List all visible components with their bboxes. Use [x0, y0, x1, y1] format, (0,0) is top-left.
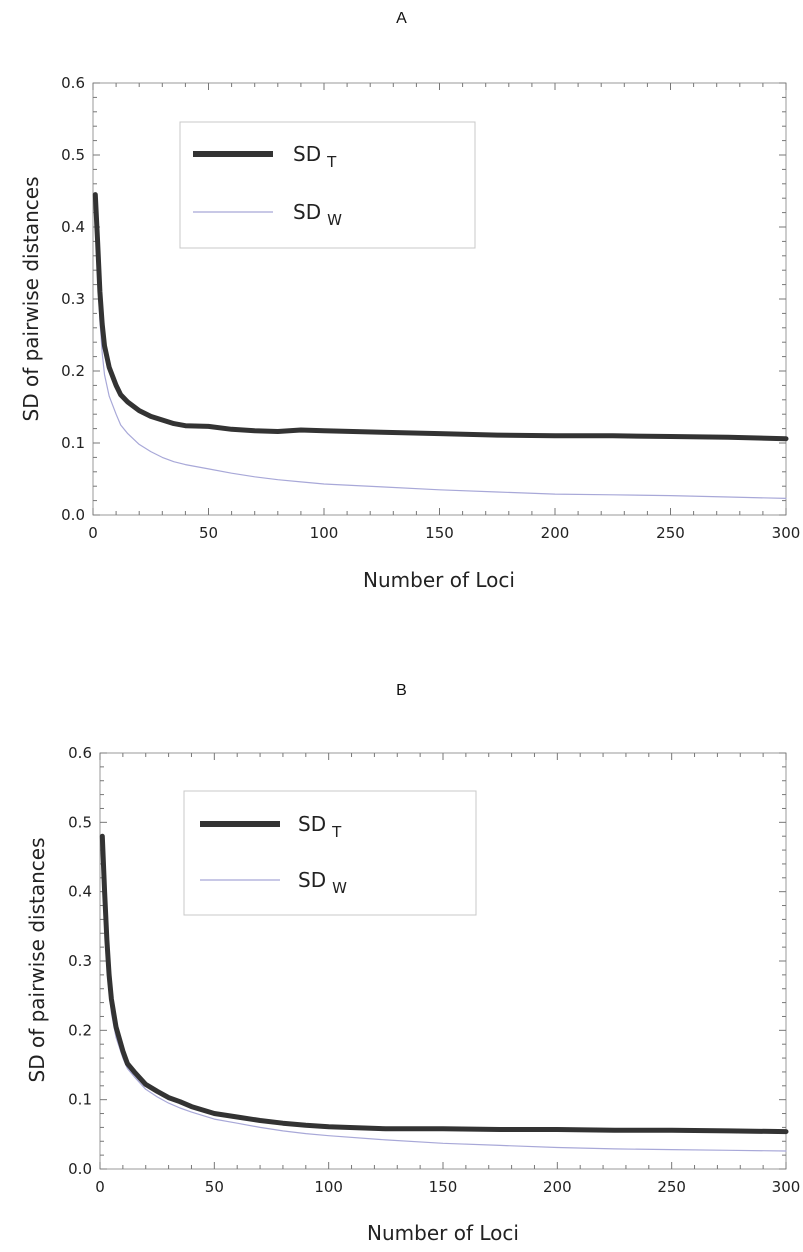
legend-label-sdw: SD W: [293, 200, 342, 229]
legend-label-sdt: SD T: [293, 142, 337, 171]
legend-box: [179, 121, 476, 249]
x-tick-label: 0: [95, 1178, 105, 1196]
series-line-sdt: [92, 192, 789, 442]
x-tick-label: 150: [425, 524, 454, 542]
chart-b: 0 50 100 150 200 250 300 0.0 0.1 0.2 0.3 0.4 0.5 0.6…: [25, 744, 800, 1245]
x-tick-label: 200: [543, 1178, 572, 1196]
y-tick-label: 0.6: [61, 74, 85, 92]
x-axis-title: Number of Loci: [367, 1221, 519, 1245]
tick-marks: [99, 752, 787, 1170]
y-tick-labels: 0.0 0.1 0.2 0.3 0.4 0.5 0.6: [68, 744, 92, 1178]
x-tick-label: 50: [199, 524, 218, 542]
x-tick-label: 300: [772, 1178, 801, 1196]
panel-label-a: A: [396, 10, 407, 27]
y-tick-label: 0.0: [61, 506, 85, 524]
y-tick-label: 0.3: [61, 290, 85, 308]
x-tick-label: 100: [310, 524, 339, 542]
series-lines: [99, 833, 789, 1152]
series-line-sdt: [99, 833, 789, 1135]
legend-label-sdt: SD T: [298, 812, 342, 841]
legend-box: [183, 790, 477, 916]
legend: SD T SD W: [183, 790, 477, 916]
y-tick-label: 0.4: [61, 218, 85, 236]
y-tick-label: 0.4: [68, 883, 92, 901]
y-tick-label: 0.1: [68, 1091, 92, 1109]
y-axis-title: SD of pairwise distances: [25, 838, 49, 1083]
series-line-sdw: [94, 212, 787, 499]
legend-label-sdw: SD W: [298, 868, 347, 897]
y-tick-label: 0.2: [61, 362, 85, 380]
x-tick-label: 250: [656, 524, 685, 542]
x-tick-label: 100: [314, 1178, 343, 1196]
x-tick-label: 50: [205, 1178, 224, 1196]
series-lines: [92, 192, 789, 499]
legend: SD T SD W: [179, 121, 476, 249]
x-tick-label: 0: [88, 524, 98, 542]
y-tick-label: 0.2: [68, 1021, 92, 1039]
y-tick-label: 0.1: [61, 434, 85, 452]
y-tick-label: 0.5: [61, 146, 85, 164]
tick-marks: [92, 82, 787, 516]
y-tick-label: 0.0: [68, 1160, 92, 1178]
x-tick-labels: 0 50 100 150 200 250 300: [88, 524, 800, 542]
y-tick-labels: 0.0 0.1 0.2 0.3 0.4 0.5 0.6: [61, 74, 85, 524]
x-tick-label: 150: [429, 1178, 458, 1196]
x-tick-label: 200: [541, 524, 570, 542]
y-tick-label: 0.6: [68, 744, 92, 762]
x-tick-label: 300: [772, 524, 801, 542]
x-tick-label: 250: [657, 1178, 686, 1196]
chart-a: 0 50 100 150 200 250 300 0.0 0.1 0.2 0.3 0.4 0.5 0.6…: [19, 74, 800, 592]
y-axis-title: SD of pairwise distances: [19, 177, 43, 422]
y-tick-label: 0.5: [68, 813, 92, 831]
x-axis-title: Number of Loci: [363, 568, 515, 592]
x-tick-labels: 0 50 100 150 200 250 300: [95, 1178, 800, 1196]
y-tick-label: 0.3: [68, 952, 92, 970]
panel-label-b: B: [396, 682, 407, 699]
